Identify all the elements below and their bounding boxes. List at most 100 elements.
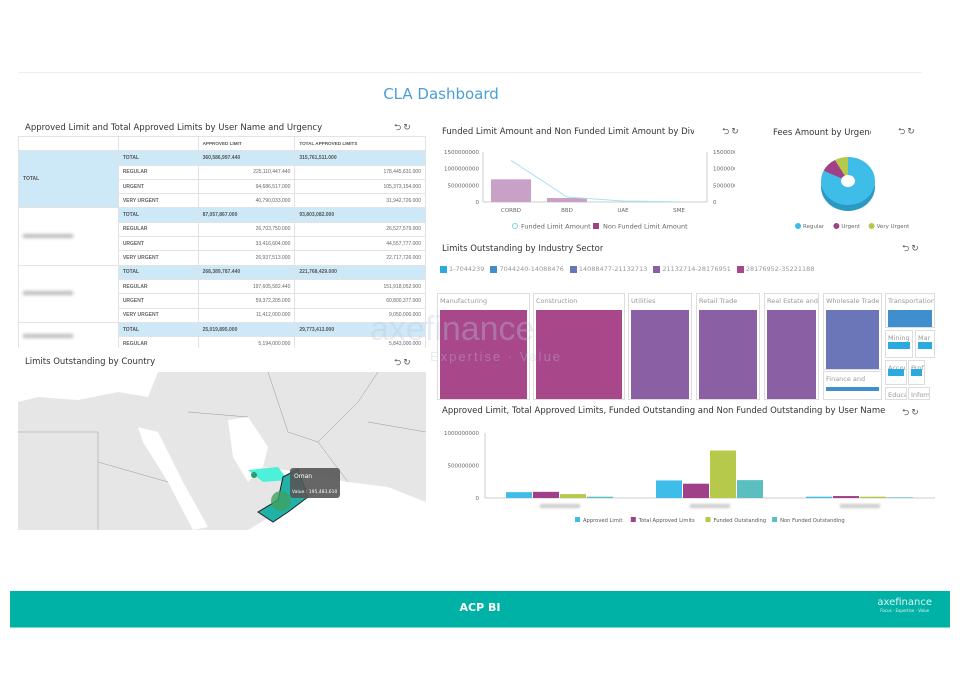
treemap-cell[interactable]: Real Estate and bbox=[764, 293, 819, 400]
urgency-cell: URGENT bbox=[117, 178, 199, 195]
legend-label: Non Funded Limit Amount bbox=[603, 223, 688, 231]
expand-icon[interactable]: ⮌ bbox=[902, 244, 912, 254]
value-cell: 33,416,604.000 bbox=[197, 236, 296, 252]
legend-item: 21132714-28176951 bbox=[653, 265, 731, 273]
table-row: VERY URGENT 40,790,033.000 31,942,726.000 bbox=[19, 193, 426, 209]
legend-label: Urgent bbox=[841, 224, 861, 230]
value-cell: 225,110,447.440 bbox=[197, 164, 296, 180]
country-map[interactable]: Oman Value : 195,483,610 bbox=[18, 372, 426, 530]
value-cell: 26,703,750.000 bbox=[197, 221, 296, 238]
expand-icon[interactable]: ⮌ bbox=[898, 127, 908, 137]
treemap-cell[interactable]: Finance and bbox=[823, 371, 882, 400]
urgency-cell: REGULAR bbox=[117, 164, 199, 180]
table-row: URGENT 94,686,517.000 105,373,154.000 bbox=[19, 178, 426, 195]
refresh-icon[interactable]: ↻ bbox=[403, 123, 413, 133]
treemap-cell[interactable]: Manufacturing bbox=[437, 293, 530, 400]
expand-icon[interactable]: ⮌ bbox=[394, 358, 404, 368]
pivot-table: APPROVED LIMIT TOTAL APPROVED LIMITS TOTA… bbox=[18, 136, 426, 348]
non-funded-bar bbox=[547, 198, 587, 202]
map-tooltip bbox=[290, 468, 340, 498]
y2-tick-label: 1500000000 bbox=[713, 150, 735, 156]
x-tick-label: BBD bbox=[561, 208, 573, 214]
table-row: URGENT 33,416,604.000 44,557,777.000 bbox=[19, 236, 426, 252]
bar bbox=[656, 480, 682, 498]
treemap-cell[interactable]: Profe bbox=[908, 360, 925, 385]
value-cell: 59,372,205.000 bbox=[197, 293, 296, 309]
legend-bar-icon bbox=[593, 223, 599, 229]
treemap-cell[interactable]: Mining bbox=[885, 330, 913, 358]
treemap-cell[interactable]: Retail Trade bbox=[696, 293, 760, 400]
value-cell: 25,019,895.000 bbox=[197, 321, 296, 338]
x-tick-label: SME bbox=[673, 208, 685, 214]
panel-tools: ⮌↻ bbox=[722, 124, 741, 140]
bar bbox=[710, 450, 736, 498]
user-chart-title: Approved Limit, Total Approved Limits, F… bbox=[442, 406, 886, 416]
fees-chart-title: Fees Amount by Urgency bbox=[773, 128, 871, 138]
expand-icon[interactable]: ⮌ bbox=[902, 408, 912, 418]
uae-region[interactable] bbox=[248, 467, 288, 482]
panel-tools: ⮌↻ bbox=[394, 120, 413, 136]
treemap-cell[interactable]: Accoun bbox=[885, 360, 907, 385]
value-cell: 31,942,726.000 bbox=[294, 193, 426, 209]
pie-slice bbox=[834, 157, 848, 181]
legend-label: Very Urgent bbox=[877, 224, 911, 230]
refresh-icon[interactable]: ↻ bbox=[403, 358, 413, 368]
refresh-icon[interactable]: ↻ bbox=[911, 408, 921, 418]
pie-slice bbox=[823, 159, 848, 181]
table-panel-title: Approved Limit and Total Approved Limits… bbox=[25, 123, 323, 133]
table-row: TOTAL 268,389,787.440 221,768,429.000 bbox=[18, 264, 426, 323]
footer-logo: axefinance Focus · Expertise · Value bbox=[877, 597, 932, 613]
table-row: TOTAL 87,057,867.000 93,803,082.000 bbox=[18, 207, 426, 266]
treemap-cell[interactable]: Transportation bbox=[885, 293, 935, 328]
table-row: URGENT 59,372,205.000 60,800,377.000 bbox=[19, 293, 426, 309]
treemap-cell[interactable]: Mar bbox=[915, 330, 935, 358]
user-cell[interactable]: TOTAL bbox=[18, 150, 119, 209]
fees-pie-chart: Regular Urgent Very Urgent bbox=[795, 157, 911, 230]
table-row: REGULAR 26,703,750.000 26,527,579.000 bbox=[19, 221, 426, 238]
value-cell: 87,057,867.000 bbox=[197, 207, 296, 223]
urgency-cell: URGENT bbox=[117, 236, 199, 252]
treemap-cell[interactable]: Construction bbox=[533, 293, 625, 400]
expand-icon[interactable]: ⮌ bbox=[722, 127, 732, 137]
urgency-cell: TOTAL bbox=[117, 207, 199, 223]
legend-item: 1-7044239 bbox=[440, 265, 484, 273]
value-cell: 105,373,154.000 bbox=[294, 178, 426, 195]
y-tick-label: 1500000000 bbox=[444, 150, 479, 156]
bar bbox=[806, 496, 832, 498]
bar bbox=[887, 497, 913, 498]
user-cell[interactable] bbox=[18, 321, 119, 348]
divider bbox=[18, 72, 922, 73]
y-tick-label: 1000000000 bbox=[444, 167, 479, 173]
value-cell: 268,389,787.440 bbox=[197, 264, 296, 280]
refresh-icon[interactable]: ↻ bbox=[907, 127, 917, 137]
legend-swatch bbox=[630, 517, 636, 522]
legend-item: 7044240-14088476 bbox=[490, 265, 564, 273]
legend-swatch bbox=[795, 223, 801, 229]
value-cell: 197,605,582.440 bbox=[197, 278, 296, 295]
value-cell: 60,800,377.000 bbox=[294, 293, 426, 309]
value-cell: 315,761,511.000 bbox=[294, 150, 426, 166]
user-cell[interactable] bbox=[18, 207, 119, 266]
expand-icon[interactable]: ⮌ bbox=[394, 123, 404, 133]
x-tick-label-blurred bbox=[540, 504, 580, 508]
value-cell: 5,194,000.000 bbox=[197, 336, 296, 348]
value-bubble[interactable] bbox=[271, 491, 291, 511]
user-cell[interactable] bbox=[18, 264, 119, 323]
legend-swatch bbox=[705, 517, 711, 522]
column-header[interactable]: APPROVED LIMIT bbox=[197, 136, 296, 152]
treemap-cell[interactable]: Utilities bbox=[628, 293, 692, 400]
bar bbox=[833, 496, 859, 498]
legend-swatch bbox=[833, 223, 840, 229]
refresh-icon[interactable]: ↻ bbox=[731, 127, 741, 137]
value-cell: 360,586,997.440 bbox=[197, 150, 296, 166]
column-header[interactable]: TOTAL APPROVED LIMITS bbox=[294, 136, 426, 152]
refresh-icon[interactable]: ↻ bbox=[911, 244, 921, 254]
footer-bar: ACP BI axefinance Focus · Expertise · Val… bbox=[10, 591, 950, 628]
treemap-cell[interactable]: Educat bbox=[885, 387, 907, 400]
legend-label: Total Approved Limits bbox=[638, 518, 695, 524]
treemap-cell[interactable]: Inform bbox=[908, 387, 930, 400]
urgency-cell: REGULAR bbox=[117, 221, 199, 238]
value-cell: 221,768,429.000 bbox=[294, 264, 426, 280]
legend-swatch bbox=[575, 517, 580, 522]
treemap-cell[interactable]: Wholesale Trade bbox=[823, 293, 882, 370]
